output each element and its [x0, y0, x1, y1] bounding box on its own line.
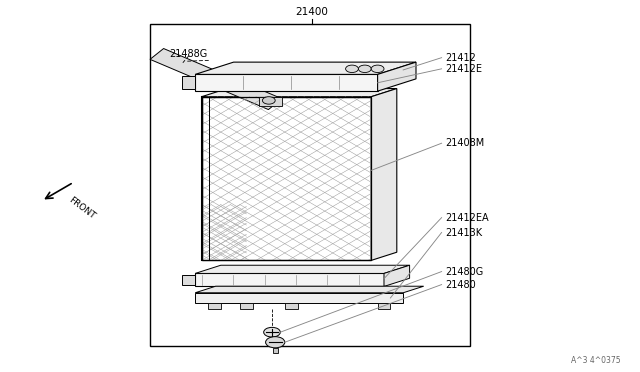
- Polygon shape: [182, 275, 195, 285]
- Polygon shape: [195, 273, 384, 286]
- Circle shape: [264, 327, 280, 337]
- Text: 21408M: 21408M: [445, 138, 484, 148]
- Polygon shape: [195, 286, 424, 293]
- Text: 21480: 21480: [445, 280, 476, 289]
- Polygon shape: [273, 348, 278, 353]
- Text: 21413K: 21413K: [445, 228, 482, 237]
- Circle shape: [358, 65, 371, 73]
- Polygon shape: [378, 62, 416, 91]
- Polygon shape: [384, 265, 410, 286]
- Polygon shape: [202, 89, 397, 97]
- Text: 21400: 21400: [295, 7, 328, 17]
- Text: 21488G: 21488G: [170, 49, 208, 59]
- Text: A^3 4^0375: A^3 4^0375: [571, 356, 621, 365]
- Polygon shape: [195, 62, 416, 74]
- Text: 21412EA: 21412EA: [445, 213, 488, 222]
- Polygon shape: [195, 74, 378, 91]
- Polygon shape: [208, 303, 221, 309]
- Polygon shape: [371, 89, 397, 260]
- Polygon shape: [195, 265, 410, 273]
- Circle shape: [262, 97, 275, 104]
- Text: 21480G: 21480G: [445, 267, 483, 276]
- Polygon shape: [150, 48, 282, 110]
- Polygon shape: [259, 97, 282, 106]
- Circle shape: [266, 337, 285, 348]
- Polygon shape: [182, 76, 195, 89]
- Polygon shape: [240, 303, 253, 309]
- Text: 21412: 21412: [445, 53, 476, 62]
- Text: FRONT: FRONT: [67, 196, 97, 221]
- Circle shape: [371, 65, 384, 73]
- Text: 21412E: 21412E: [445, 64, 482, 74]
- Polygon shape: [378, 303, 390, 309]
- Circle shape: [346, 65, 358, 73]
- Bar: [150, 24, 470, 346]
- Polygon shape: [202, 97, 371, 260]
- Polygon shape: [195, 293, 403, 303]
- Polygon shape: [285, 303, 298, 309]
